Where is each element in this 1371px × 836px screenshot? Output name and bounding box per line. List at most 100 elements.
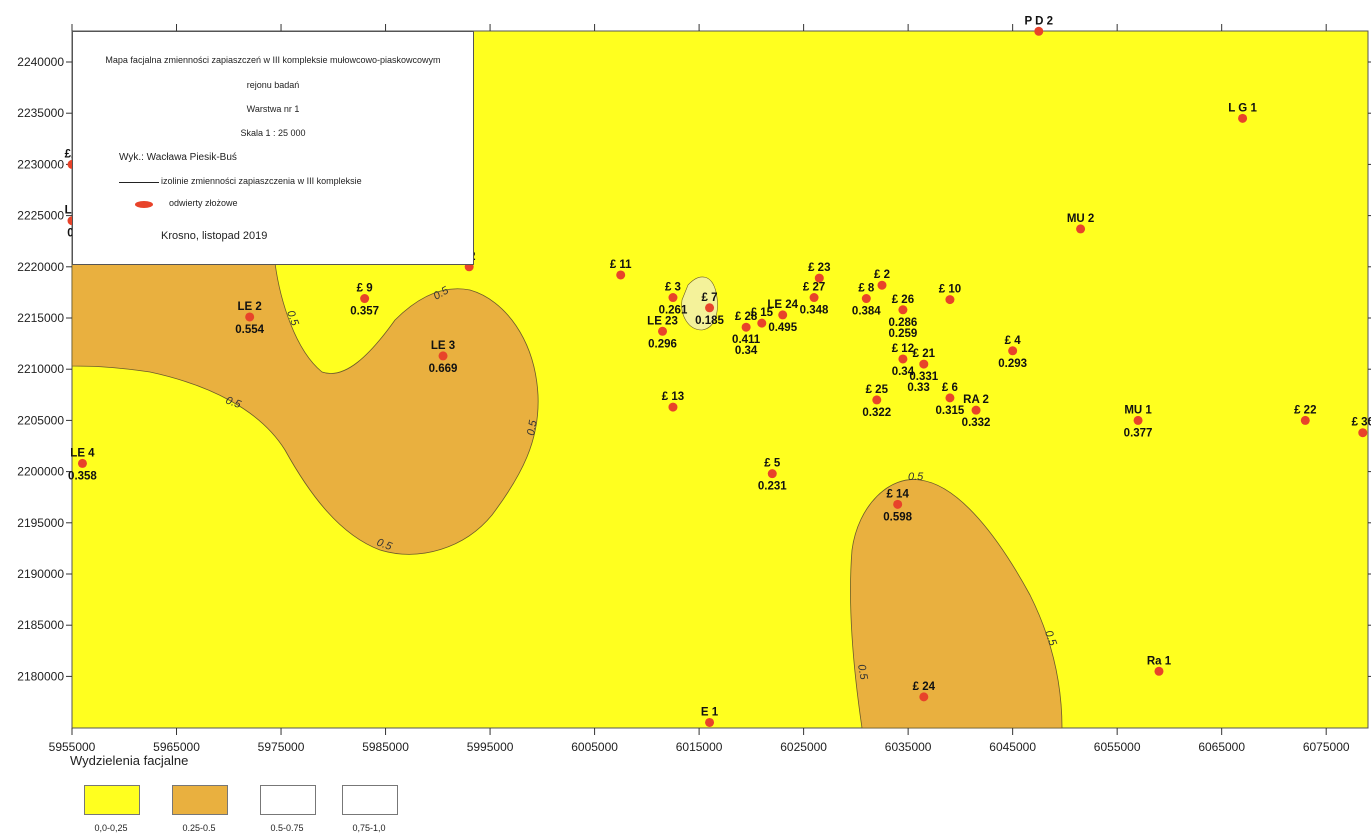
well-value: 0.286	[889, 317, 918, 329]
well-value: 0.261	[659, 305, 688, 317]
well-legend-label: odwierty złożowe	[169, 198, 238, 208]
well-value: 0.34	[892, 366, 915, 378]
isoline-label: 0.5	[284, 309, 301, 328]
well-name: £ 5	[764, 458, 781, 470]
well-name: £ 25	[866, 384, 889, 396]
y-tick-label: 2190000	[17, 567, 64, 581]
well-value: 0.357	[350, 306, 379, 318]
map-legend: Mapa facjalna zmienności zapiaszczeń w I…	[72, 31, 474, 265]
well-marker[interactable]	[1008, 346, 1018, 356]
x-tick-label: 5985000	[362, 740, 409, 754]
x-tick-label: 6035000	[885, 740, 932, 754]
facies-swatch-2	[172, 785, 228, 815]
x-tick-label: 6005000	[571, 740, 618, 754]
well-marker[interactable]	[1238, 113, 1248, 123]
x-tick-label: 6015000	[676, 740, 723, 754]
map-layer: Warstwa nr 1	[246, 104, 300, 114]
well-marker[interactable]	[971, 405, 981, 415]
well-marker[interactable]	[741, 322, 751, 332]
map-place-date: Krosno, listopad 2019	[161, 230, 268, 242]
x-tick-label: 6075000	[1303, 740, 1350, 754]
well-value: 0.411	[732, 334, 761, 346]
isoline-label: 0.5	[375, 537, 394, 554]
well-name: P D 2	[1024, 15, 1053, 27]
well-marker[interactable]	[919, 692, 929, 702]
y-tick-label: 2240000	[17, 55, 64, 69]
well-name: £ 22	[1294, 404, 1316, 416]
facies-label-1: 0,0-0,25	[94, 823, 128, 833]
well-name: £ 7	[702, 292, 718, 304]
well-name: £ 13	[662, 391, 684, 403]
well-name: LE 4	[70, 447, 95, 459]
well-marker[interactable]	[872, 395, 882, 405]
facies-swatch-3	[260, 785, 316, 815]
well-symbol-icon	[135, 201, 153, 208]
well-name: L G 1	[1228, 102, 1257, 114]
well-marker[interactable]	[898, 354, 908, 364]
well-marker[interactable]	[809, 293, 819, 303]
well-value: 0.259	[889, 328, 918, 340]
well-marker[interactable]	[1133, 415, 1143, 425]
well-marker[interactable]	[668, 402, 678, 412]
well-marker[interactable]	[861, 294, 871, 304]
well-marker[interactable]	[658, 326, 668, 336]
well-value: 0.554	[235, 324, 264, 336]
y-tick-label: 2225000	[17, 209, 64, 223]
well-marker[interactable]	[77, 458, 87, 468]
facies-legend-title: Wydzielenia facjalne	[70, 753, 189, 768]
well-name: RA 2	[963, 394, 989, 406]
well-name: £ 12	[892, 343, 914, 355]
well-value: 0.296	[648, 338, 677, 350]
well-marker[interactable]	[1076, 224, 1086, 234]
well-marker[interactable]	[438, 351, 448, 361]
facies-label-4: 0,75-1,0	[352, 823, 386, 833]
well-value: 0.669	[429, 363, 458, 375]
well-marker[interactable]	[945, 393, 955, 403]
map-scale: Skala 1 : 25 000	[240, 128, 306, 138]
y-tick-label: 2210000	[17, 362, 64, 376]
well-name: £ 2	[874, 269, 890, 281]
well-name: £ 10	[939, 284, 961, 296]
well-value: 0.384	[852, 306, 881, 318]
well-marker[interactable]	[1034, 26, 1044, 36]
well-name: £ 9	[357, 283, 373, 295]
well-name: £ 8	[858, 283, 875, 295]
well-marker[interactable]	[898, 305, 908, 315]
well-marker[interactable]	[757, 318, 767, 328]
map-author: Wyk.: Wacława Piesik-Buś	[119, 152, 237, 163]
x-tick-label: 5965000	[153, 740, 200, 754]
isoline-legend-label: izolinie zmienności zapiaszczenia w III …	[161, 176, 362, 186]
well-marker[interactable]	[945, 295, 955, 305]
isoline-label: 0.5	[1042, 629, 1059, 648]
well-marker[interactable]	[705, 303, 715, 313]
well-marker[interactable]	[616, 270, 626, 280]
well-marker[interactable]	[919, 359, 929, 369]
isoline-symbol	[119, 182, 159, 183]
map-title-region: rejonu badań	[246, 80, 300, 90]
well-marker[interactable]	[767, 469, 777, 479]
well-marker[interactable]	[1300, 415, 1310, 425]
facies-swatch-1	[84, 785, 140, 815]
well-marker[interactable]	[778, 310, 788, 320]
well-marker[interactable]	[705, 717, 715, 727]
y-tick-label: 2215000	[17, 311, 64, 325]
well-marker[interactable]	[877, 280, 887, 290]
x-tick-label: 6055000	[1094, 740, 1141, 754]
facies-region-south	[850, 479, 1063, 729]
well-marker[interactable]	[893, 499, 903, 509]
well-marker[interactable]	[814, 273, 824, 283]
well-marker[interactable]	[1358, 428, 1368, 438]
isoline-labels: 0.50.50.50.50.50.50.50.5	[224, 284, 1059, 681]
well-name: £ 24	[913, 681, 936, 693]
well-marker[interactable]	[1154, 666, 1164, 676]
well-value: 0.358	[68, 470, 97, 482]
well-marker[interactable]	[245, 312, 255, 322]
well-marker[interactable]	[668, 293, 678, 303]
well-name: Ra 1	[1147, 655, 1172, 667]
well-name: LE 3	[431, 340, 455, 352]
well-value: 0.332	[962, 417, 991, 429]
well-marker[interactable]	[360, 294, 370, 304]
x-tick-label: 6045000	[989, 740, 1036, 754]
well-name: £ 23	[808, 262, 830, 274]
